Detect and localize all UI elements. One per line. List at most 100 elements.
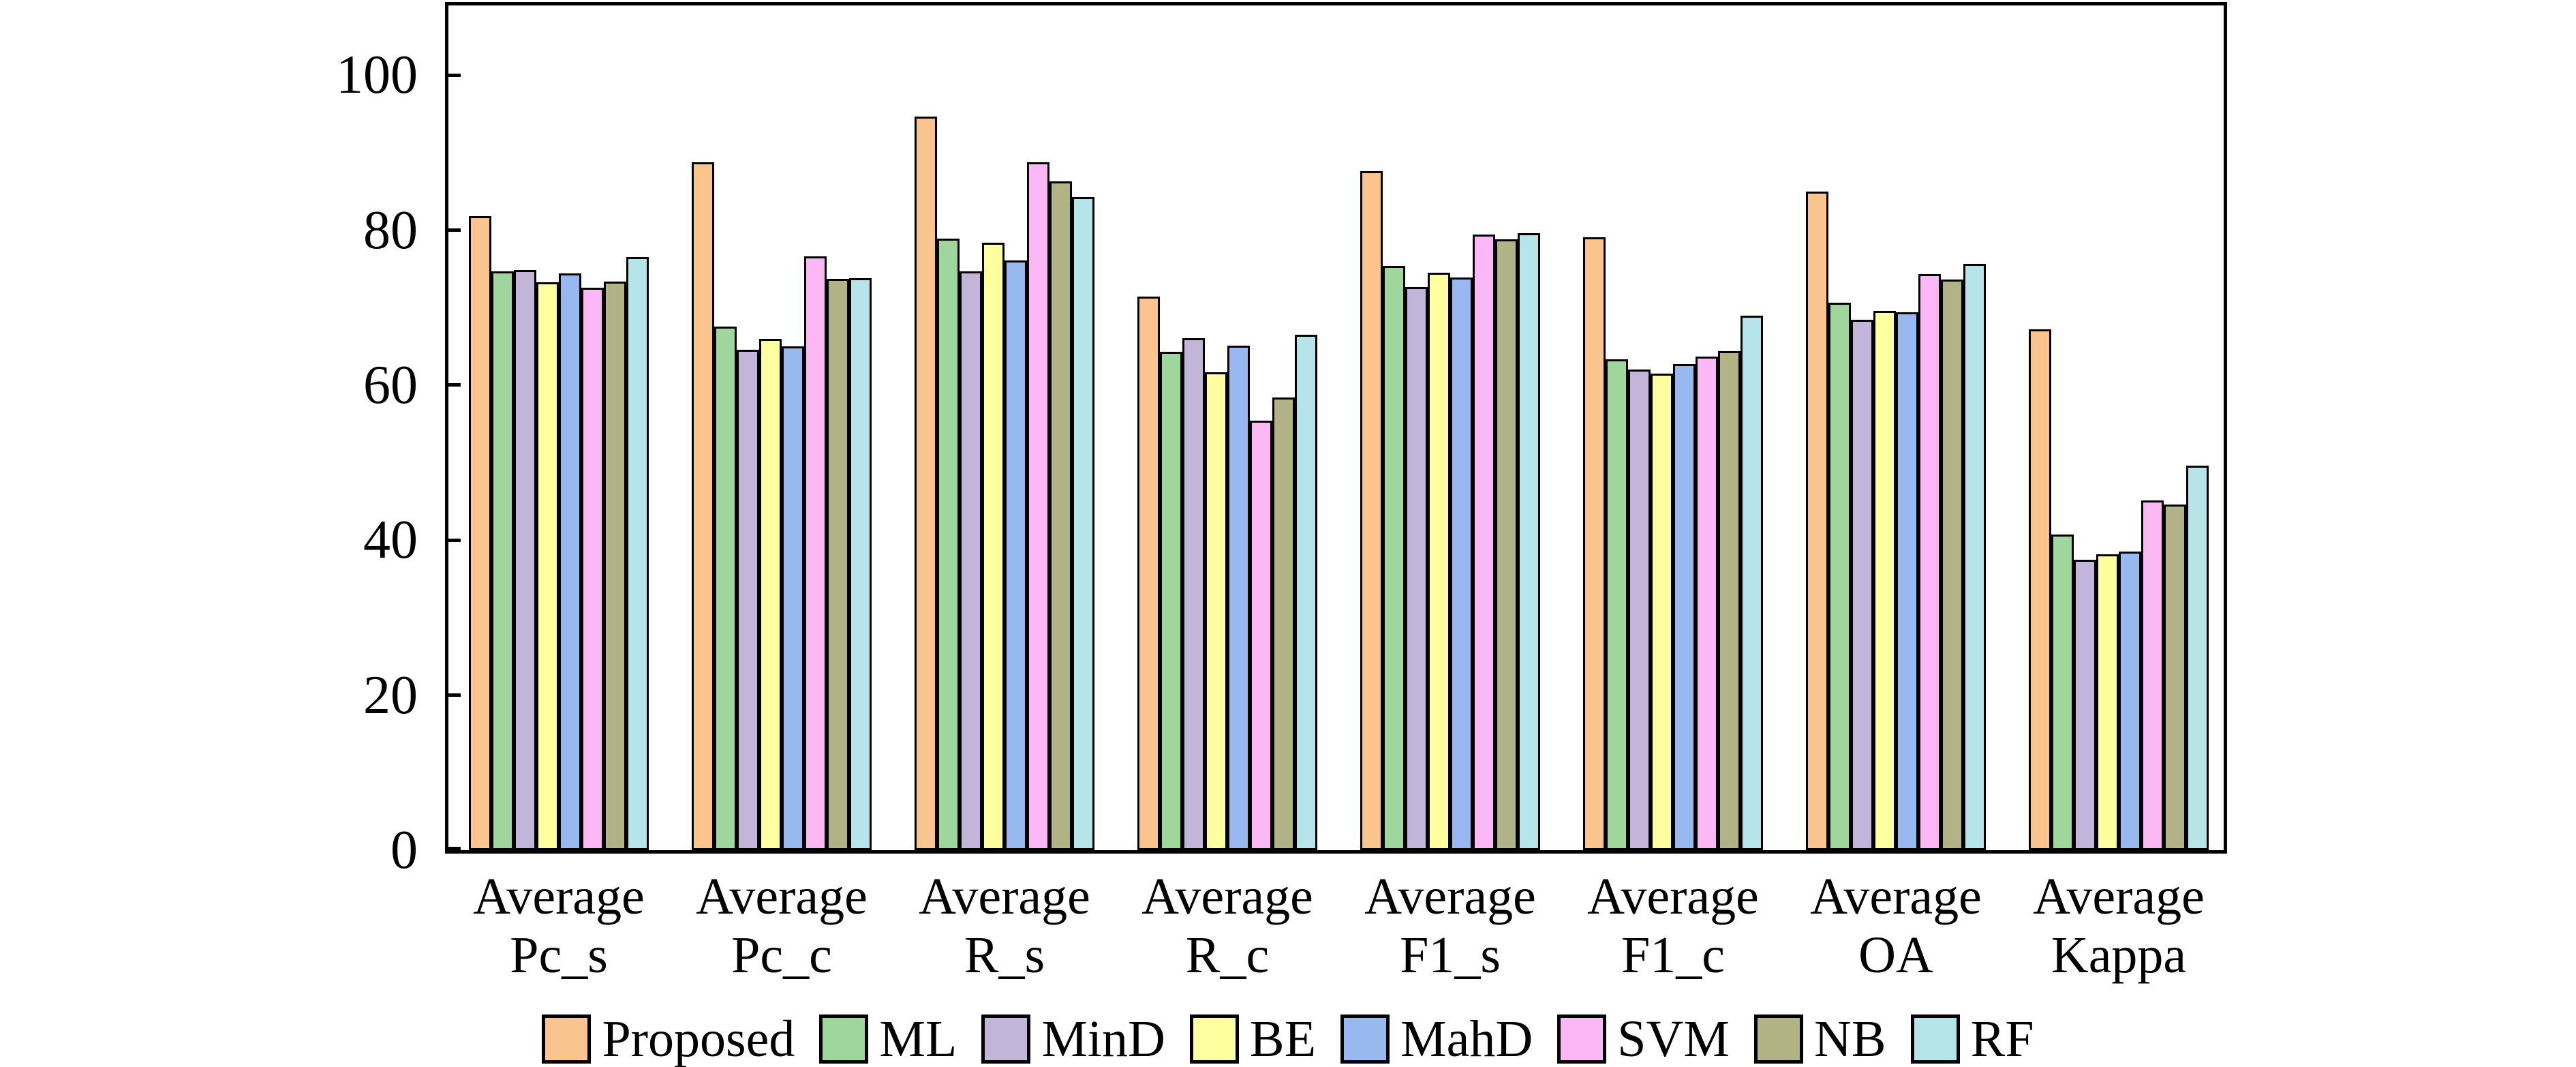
y-tick-label: 20: [363, 665, 418, 725]
legend-swatch: [1189, 1015, 1239, 1064]
bar-group: [469, 216, 649, 850]
y-tick-label: 80: [363, 200, 418, 260]
bar-group: [1806, 192, 1986, 850]
bar: [1651, 374, 1673, 850]
bar: [1072, 197, 1094, 850]
bar: [1473, 235, 1495, 850]
y-tick-label: 40: [363, 510, 418, 571]
x-category-label-line2: OA: [1858, 927, 1933, 984]
bar: [626, 257, 649, 850]
bar: [1851, 320, 1873, 850]
bar: [2119, 552, 2141, 850]
legend-label: Proposed: [602, 1010, 795, 1067]
bar: [1450, 277, 1473, 850]
x-category-label-line2: R_s: [964, 927, 1045, 984]
bar: [804, 256, 827, 850]
bar-group: [1137, 297, 1317, 850]
legend-label: NB: [1813, 1010, 1886, 1067]
bar: [982, 243, 1005, 850]
bar: [559, 273, 581, 850]
x-category-label: Average R_c: [1084, 867, 1370, 985]
legend-swatch: [981, 1015, 1031, 1064]
bar-group: [1360, 171, 1540, 850]
x-category-label: Average F1_c: [1530, 867, 1816, 985]
legend-label: ML: [879, 1010, 957, 1067]
bar: [2029, 329, 2051, 850]
legend-item: NB: [1753, 1010, 1886, 1067]
bar: [1941, 280, 1963, 850]
legend-label: SVM: [1617, 1010, 1730, 1067]
x-category-label-line1: Average: [2033, 868, 2205, 925]
bar: [737, 350, 759, 850]
bar: [1673, 364, 1696, 850]
bar: [1806, 192, 1828, 850]
legend-item: MahD: [1340, 1013, 1533, 1065]
legend-swatch: [542, 1015, 592, 1064]
bar: [915, 117, 937, 850]
bar-group: [915, 117, 1094, 850]
x-category-label-line2: Kappa: [2051, 927, 2187, 984]
x-category-label-line1: Average: [696, 868, 868, 925]
legend-swatch: [1557, 1015, 1607, 1064]
x-category-label-line2: R_c: [1185, 927, 1270, 984]
x-category-label: Average Pc_c: [639, 867, 925, 985]
bar: [849, 278, 872, 850]
x-category-label-line1: Average: [919, 868, 1090, 925]
bar: [1896, 312, 1918, 850]
bar: [1405, 287, 1428, 850]
legend: Proposed ML MinD BE MahD SVM NB RF: [0, 1013, 2576, 1065]
bar: [692, 162, 714, 850]
bar: [1137, 297, 1160, 850]
bar: [2164, 505, 2186, 850]
y-tick-mark: [448, 228, 461, 232]
bar: [1227, 346, 1250, 850]
bar: [2051, 535, 2074, 850]
bar-group: [2029, 329, 2209, 850]
y-tick-label: 100: [336, 45, 418, 106]
legend-item: Proposed: [542, 1013, 795, 1065]
bar: [604, 282, 626, 850]
bar: [1205, 372, 1227, 850]
y-tick-label: 60: [363, 355, 418, 415]
legend-label: MinD: [1041, 1010, 1165, 1067]
bar: [2096, 554, 2119, 850]
bar: [536, 282, 559, 850]
bar: [491, 271, 514, 850]
y-tick-label: 0: [390, 820, 418, 880]
bar: [514, 270, 536, 850]
legend-item: MinD: [981, 1013, 1165, 1065]
y-tick-mark: [448, 847, 461, 850]
legend-item: ML: [819, 1013, 957, 1065]
bar: [2186, 466, 2209, 850]
bar: [827, 279, 849, 850]
x-category-label-line1: Average: [473, 868, 645, 925]
bar: [1049, 181, 1072, 850]
x-category-label: Average R_s: [861, 867, 1148, 985]
y-tick-mark: [448, 693, 461, 697]
bar: [1495, 239, 1518, 850]
bar-group: [692, 162, 872, 850]
bar: [937, 239, 960, 850]
bar: [960, 271, 982, 850]
x-category-label-line2: F1_c: [1621, 927, 1725, 984]
legend-item: SVM: [1557, 1013, 1730, 1065]
x-category-label-line1: Average: [1587, 868, 1759, 925]
bar: [782, 346, 804, 850]
x-category-label: Average Pc_s: [416, 867, 702, 985]
bar: [1828, 303, 1851, 850]
bar: [1360, 171, 1383, 850]
bar: [1718, 351, 1741, 850]
x-category-label: Average F1_s: [1307, 867, 1593, 985]
bar: [1182, 338, 1205, 850]
x-category-label: Average Kappa: [1976, 867, 2262, 985]
x-category-label-line1: Average: [1364, 868, 1536, 925]
legend-label: RF: [1970, 1010, 2034, 1067]
bar: [1272, 397, 1295, 850]
x-category-label: Average OA: [1753, 867, 2039, 985]
x-category-label-line2: Pc_c: [731, 927, 832, 984]
bar: [1628, 370, 1651, 850]
y-tick-mark: [448, 383, 461, 387]
legend-item: BE: [1189, 1013, 1316, 1065]
bar: [1963, 264, 1986, 850]
bar: [1518, 233, 1540, 850]
